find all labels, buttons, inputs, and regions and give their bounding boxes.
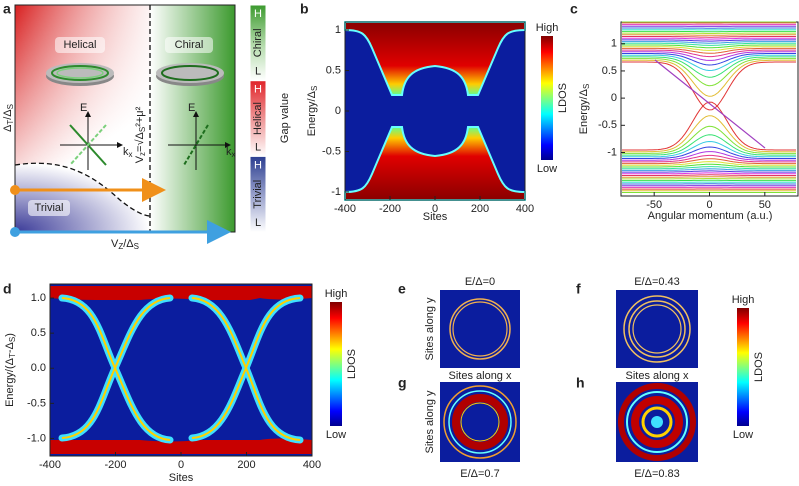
y-tick-label: -1 <box>607 146 617 158</box>
colorbar-high: High <box>536 22 559 34</box>
panel-label: d <box>3 281 12 297</box>
y-axis-label: Energy/ΔS <box>578 84 591 135</box>
y-tick-label: 0.5 <box>602 65 617 77</box>
gap-high: H <box>254 159 262 171</box>
axis-name: E <box>80 102 87 114</box>
y-axis-label: Sites along y <box>424 390 436 453</box>
y-tick-label: 0.5 <box>326 64 341 76</box>
map-title: E/Δ=0.43 <box>634 276 680 288</box>
y-tick-label: -0.5 <box>27 397 46 409</box>
colorbar-label: LDOS <box>557 83 569 113</box>
map-title: E/Δ=0 <box>465 276 495 288</box>
y-tick-label: 0 <box>611 92 617 104</box>
x-tick-label: -400 <box>334 203 356 215</box>
colorbar-label: LDOS <box>753 352 765 382</box>
x-tick-label: 50 <box>759 199 771 211</box>
x-tick-label: -200 <box>379 203 401 215</box>
y-tick-label: 1 <box>611 38 617 50</box>
y-axis-label: Energy/(ΔT-ΔS) <box>4 333 17 407</box>
colorbar-low: Low <box>326 429 346 441</box>
x-tick-label: -200 <box>104 459 126 471</box>
x-tick-label: 200 <box>237 459 255 471</box>
x-axis-label: Sites along x <box>626 370 689 382</box>
colorbar-low: Low <box>537 163 557 175</box>
x-axis-label: Sites along x <box>449 370 512 382</box>
x-tick-label: 0 <box>178 459 184 471</box>
axis-name: kx <box>123 146 133 159</box>
colorbar <box>330 302 342 426</box>
y-tick-label: -0.5 <box>322 145 341 157</box>
boundary-label: Vz=√ΔS²+μ² <box>134 106 147 163</box>
panel-label: e <box>398 281 406 297</box>
gap-segment <box>249 155 267 233</box>
y-tick-label: 1.0 <box>31 292 46 304</box>
panel-label: f <box>576 281 581 297</box>
x-tick-label: -50 <box>646 199 662 211</box>
x-tick-label: 400 <box>303 459 321 471</box>
ldos-rings <box>440 290 698 462</box>
gap-high: H <box>254 84 262 96</box>
gap-name: Helical <box>252 102 264 135</box>
axis-name: E <box>188 102 195 114</box>
y-axis-label: ΔT/ΔS <box>2 104 15 132</box>
x-axis-label: Angular momentum (a.u.) <box>648 210 773 222</box>
colorbar-high: High <box>732 294 755 306</box>
gap-low: L <box>255 141 261 153</box>
ldos-map-b <box>344 21 526 201</box>
band-structure <box>620 21 799 197</box>
panel-label: c <box>570 1 578 17</box>
phase-name: Helical <box>63 39 96 51</box>
y-tick-label: 0.0 <box>31 362 46 374</box>
y-axis-label: Sites along y <box>424 297 436 360</box>
colorbar-high: High <box>325 288 348 300</box>
map-title: E/Δ=0.7 <box>460 468 499 480</box>
x-tick-label: 0 <box>432 203 438 215</box>
panel-label: b <box>300 1 309 17</box>
colorbar <box>737 308 749 426</box>
x-tick-label: 0 <box>706 199 712 211</box>
gap-name: Chiral <box>252 28 264 57</box>
phase-name: Trivial <box>35 202 64 214</box>
y-tick-label: -1 <box>331 186 341 198</box>
gap-bar-label: Gap value <box>279 93 291 143</box>
gap-name: Trivial <box>252 180 264 209</box>
colorbar-label: LDOS <box>346 349 358 379</box>
y-tick-label: 1 <box>335 24 341 36</box>
axis-name: kx <box>226 146 236 159</box>
x-tick-label: 400 <box>516 203 534 215</box>
panel-label: a <box>3 1 11 17</box>
x-axis-label: Sites <box>169 472 194 484</box>
x-axis-label: Sites <box>423 211 448 223</box>
x-tick-label: 200 <box>471 203 489 215</box>
x-tick-label: -400 <box>39 459 61 471</box>
colorbar <box>541 36 553 160</box>
phase-diagram: Helical Chiral Trivial E E kx kx Vz=√ΔS²… <box>2 4 236 251</box>
panel-label: g <box>398 375 407 391</box>
x-axis-label: VZ/ΔS <box>111 238 139 251</box>
y-tick-label: -1.0 <box>27 432 46 444</box>
y-tick-label: -0.5 <box>598 119 617 131</box>
ldos-map-d <box>49 283 313 457</box>
gap-high: H <box>254 8 262 20</box>
gap-low: L <box>255 217 261 229</box>
colorbar-low: Low <box>733 429 753 441</box>
panel-label: h <box>576 375 585 391</box>
y-axis-label: Energy/ΔS <box>306 86 319 137</box>
map-title: E/Δ=0.83 <box>634 468 680 480</box>
y-tick-label: 0.5 <box>31 327 46 339</box>
gap-low: L <box>255 66 261 78</box>
y-tick-label: 0 <box>335 105 341 117</box>
phase-name: Chiral <box>175 39 204 51</box>
